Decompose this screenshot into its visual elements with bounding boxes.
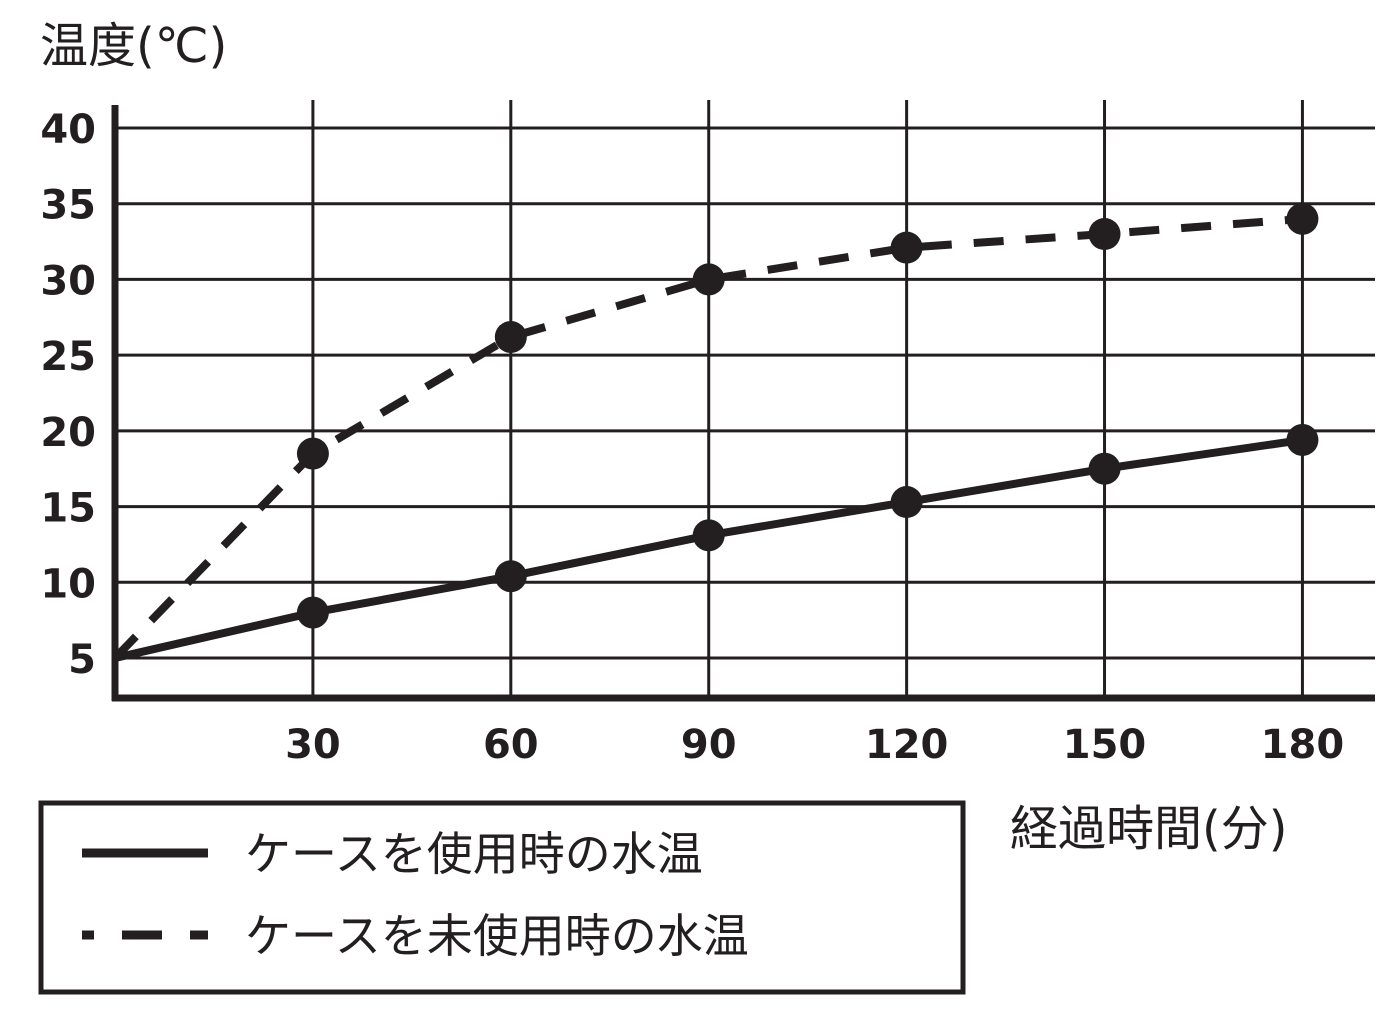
- x-axis-title: 経過時間(分): [1010, 801, 1287, 857]
- legend-label-dashed: ケースを未使用時の水温: [245, 909, 749, 963]
- y-tick-label: 40: [40, 107, 96, 153]
- series-layer: [112, 202, 1319, 662]
- data-point: [1286, 202, 1319, 235]
- y-tick-label: 35: [40, 183, 96, 229]
- legend: ケースを使用時の水温 ケースを未使用時の水温: [38, 800, 966, 995]
- data-point: [296, 596, 329, 629]
- y-tick-label: 20: [40, 410, 96, 456]
- y-tick-label: 10: [40, 561, 96, 607]
- data-point: [890, 231, 923, 264]
- x-tick-label: 60: [483, 722, 539, 768]
- data-point: [296, 437, 329, 470]
- x-tick-label: 180: [1261, 722, 1345, 768]
- data-point: [890, 486, 923, 519]
- y-axis-title: 温度(℃): [40, 18, 227, 74]
- x-tick-label: 30: [285, 722, 341, 768]
- data-point: [1088, 452, 1121, 485]
- data-point: [692, 263, 725, 296]
- y-tick-label: 5: [68, 637, 96, 683]
- tick-labels: 5 10 15 20 25 30 35 40 30 60 90 120 150 180: [40, 107, 1344, 768]
- y-tick-label: 25: [40, 334, 96, 380]
- data-point: [692, 519, 725, 552]
- y-tick-label: 15: [40, 486, 96, 532]
- data-point: [1286, 423, 1319, 456]
- data-point: [494, 320, 527, 353]
- x-tick-label: 150: [1063, 722, 1147, 768]
- data-point: [1088, 218, 1121, 250]
- y-tick-label: 30: [40, 258, 96, 304]
- data-point: [494, 560, 527, 593]
- legend-box: [38, 800, 966, 995]
- grid: [111, 100, 1375, 702]
- x-tick-label: 120: [865, 722, 949, 768]
- x-tick-label: 90: [681, 722, 737, 768]
- legend-label-solid: ケースを使用時の水温: [245, 827, 703, 881]
